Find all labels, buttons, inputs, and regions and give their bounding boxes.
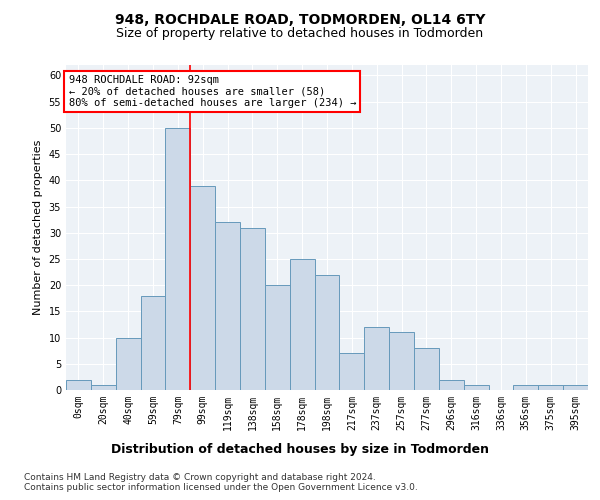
Bar [464, 385, 488, 390]
Bar [215, 222, 240, 390]
Bar [66, 380, 91, 390]
Bar [290, 259, 314, 390]
Bar [514, 385, 538, 390]
Bar [563, 385, 588, 390]
Bar [340, 354, 364, 390]
Bar [538, 385, 563, 390]
Bar [91, 385, 116, 390]
Text: Distribution of detached houses by size in Todmorden: Distribution of detached houses by size … [111, 442, 489, 456]
Bar [314, 274, 340, 390]
Bar [240, 228, 265, 390]
Text: 948, ROCHDALE ROAD, TODMORDEN, OL14 6TY: 948, ROCHDALE ROAD, TODMORDEN, OL14 6TY [115, 12, 485, 26]
Bar [265, 285, 290, 390]
Text: Contains HM Land Registry data © Crown copyright and database right 2024.: Contains HM Land Registry data © Crown c… [24, 472, 376, 482]
Bar [116, 338, 140, 390]
Bar [414, 348, 439, 390]
Bar [190, 186, 215, 390]
Text: 948 ROCHDALE ROAD: 92sqm
← 20% of detached houses are smaller (58)
80% of semi-d: 948 ROCHDALE ROAD: 92sqm ← 20% of detach… [68, 74, 356, 108]
Bar [364, 327, 389, 390]
Text: Size of property relative to detached houses in Todmorden: Size of property relative to detached ho… [116, 28, 484, 40]
Text: Contains public sector information licensed under the Open Government Licence v3: Contains public sector information licen… [24, 482, 418, 492]
Y-axis label: Number of detached properties: Number of detached properties [33, 140, 43, 315]
Bar [140, 296, 166, 390]
Bar [439, 380, 464, 390]
Bar [389, 332, 414, 390]
Bar [166, 128, 190, 390]
